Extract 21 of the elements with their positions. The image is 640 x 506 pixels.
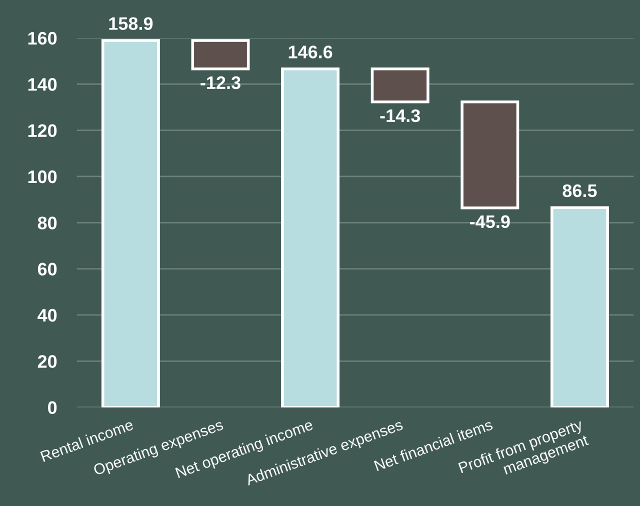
bar [191, 39, 250, 70]
bar [460, 100, 520, 210]
data-label: -45.9 [470, 215, 510, 228]
y-tick-label: 160 [28, 32, 57, 45]
y-tick-label: 100 [28, 170, 57, 184]
y-tick-label: 20 [38, 355, 57, 368]
data-label: 158.9 [109, 17, 153, 30]
data-label: -12.3 [200, 76, 240, 90]
y-tick-label: 40 [38, 308, 57, 322]
y-tick-label: 140 [28, 78, 57, 91]
bar [370, 67, 430, 104]
data-label: 146.6 [288, 46, 332, 58]
data-label: -14.3 [380, 109, 420, 122]
y-tick-label: 0 [48, 401, 57, 414]
bar [550, 206, 609, 408]
y-tick-label: 120 [28, 124, 57, 138]
bar [281, 67, 340, 408]
data-label: 86.5 [562, 184, 597, 198]
y-tick-label: 80 [38, 216, 57, 230]
y-tick-label: 60 [38, 262, 57, 276]
bar [101, 39, 160, 408]
